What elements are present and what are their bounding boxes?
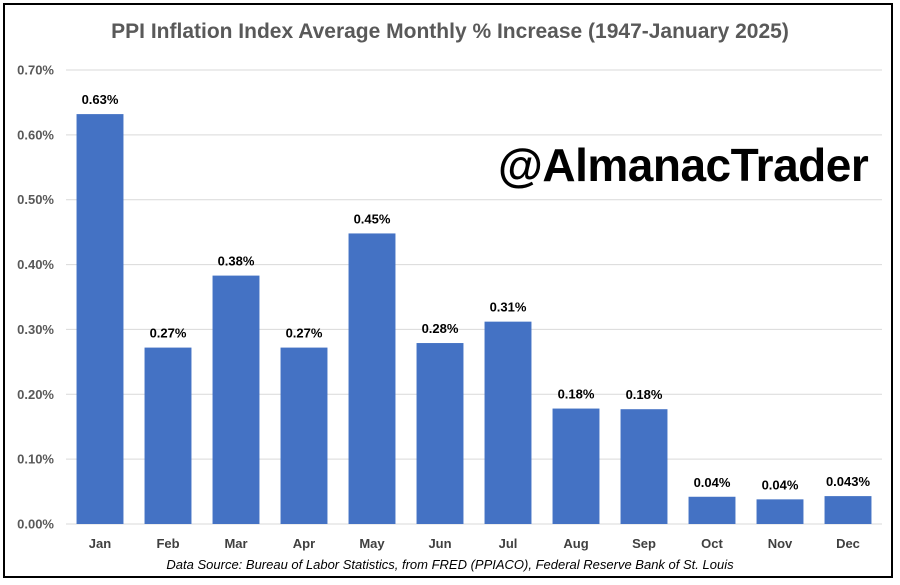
bar-may [348,233,396,524]
bar-mar [212,275,260,524]
watermark-handle: @AlmanacTrader [498,139,869,191]
gridlines [66,69,882,525]
x-tick-label: Oct [701,536,723,551]
y-tick-label: 0.50% [17,192,54,207]
y-tick-label: 0.40% [17,257,54,272]
y-tick-label: 0.30% [17,322,54,337]
bar-dec [824,496,872,524]
x-tick-label: Nov [768,536,793,551]
y-tick-label: 0.10% [17,452,54,467]
bar-jan [76,114,124,525]
bar-jun [416,343,464,524]
data-label: 0.27% [150,326,187,341]
x-tick-label: Jan [89,536,111,551]
bar-apr [280,347,328,524]
source-note: Data Source: Bureau of Labor Statistics,… [166,557,734,572]
x-tick-label: Aug [563,536,588,551]
y-tick-label: 0.70% [17,63,54,78]
x-tick-label: Jul [499,536,518,551]
x-tick-label: Dec [836,536,860,551]
data-label: 0.38% [218,254,255,269]
bar-aug [552,408,600,524]
x-axis: Jan Feb Mar Apr May Jun Jul Aug Sep Oct Nov Dec [89,536,860,551]
data-label: 0.28% [422,321,459,336]
bar-oct [688,496,736,524]
y-tick-label: 0.00% [17,517,54,532]
x-tick-label: May [359,536,385,551]
x-tick-label: Jun [428,536,451,551]
bars [76,114,872,525]
x-tick-label: Feb [156,536,179,551]
bar-jul [484,321,532,524]
data-label: 0.27% [286,326,323,341]
bar-feb [144,347,192,524]
data-label: 0.18% [626,387,663,402]
y-axis: 0.00% 0.10% 0.20% 0.30% 0.40% 0.50% 0.60% 0.70% [17,63,54,532]
chart-title: PPI Inflation Index Average Monthly % In… [111,20,789,43]
data-labels: 0.63% 0.27% 0.38% 0.27% 0.45% 0.28% 0.31% 0.18%… [82,92,871,492]
x-tick-label: Mar [224,536,247,551]
bar-nov [756,499,804,524]
data-label: 0.45% [354,211,391,226]
data-label: 0.04% [762,477,799,492]
data-label: 0.63% [82,92,119,107]
data-label: 0.18% [558,387,595,402]
data-label: 0.31% [490,300,527,315]
x-tick-label: Sep [632,536,656,551]
y-tick-label: 0.20% [17,387,54,402]
bar-sep [620,409,668,524]
x-tick-label: Apr [293,536,315,551]
data-label: 0.043% [826,474,871,489]
y-tick-label: 0.60% [17,127,54,142]
data-label: 0.04% [694,475,731,490]
